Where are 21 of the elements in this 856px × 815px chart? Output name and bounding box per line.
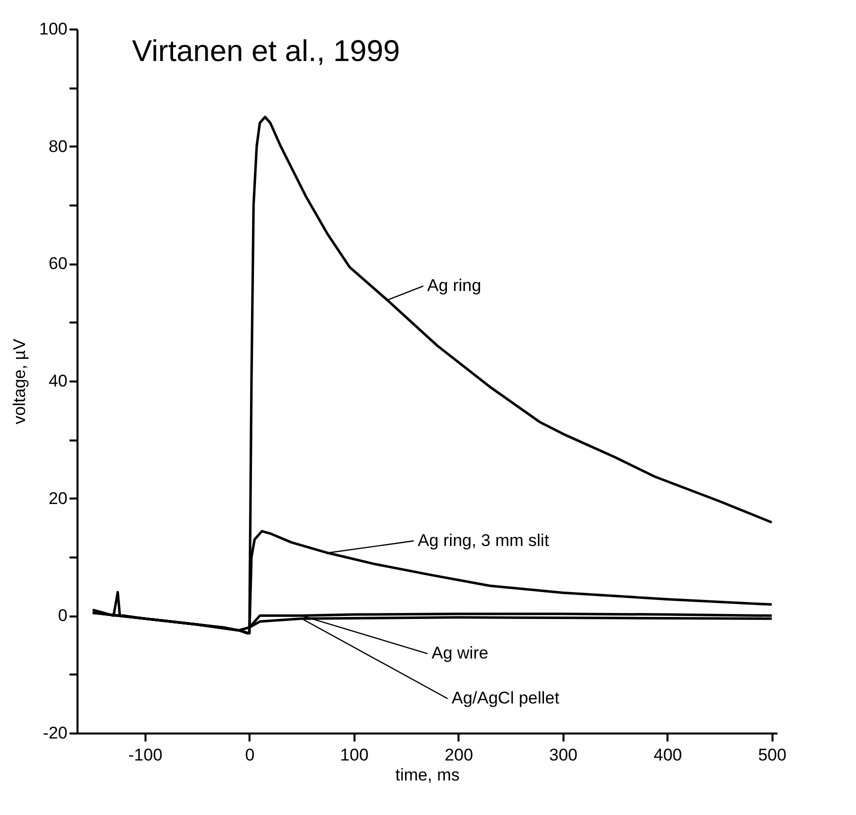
- x-tick-label: 200: [444, 746, 474, 764]
- y-tick-label: 100: [39, 20, 68, 38]
- y-tick-label: 60: [48, 254, 68, 274]
- x-tick-label: 0: [245, 746, 255, 764]
- x-axis-title: time, ms: [395, 766, 460, 784]
- series-label: Ag ring, 3 mm slit: [418, 530, 550, 550]
- series-label: Ag wire: [432, 644, 488, 663]
- y-tick-label: 40: [48, 372, 68, 390]
- y-tick-label: 0: [58, 606, 68, 626]
- y-tick-label: 20: [48, 488, 68, 508]
- y-axis-title: voltage, µV: [10, 338, 30, 424]
- chart-title: Virtanen et al., 1999: [132, 35, 400, 68]
- y-tick-label: -20: [42, 724, 68, 742]
- x-tick-label: -100: [128, 746, 162, 764]
- x-tick-label: 100: [340, 746, 369, 764]
- text: Ag/AgCl pellet: [452, 688, 560, 708]
- x-tick-label: 500: [758, 746, 786, 764]
- x-tick-label: 400: [654, 746, 682, 764]
- x-tick-label: 300: [549, 746, 578, 764]
- legend-label: Ag ring: [427, 276, 482, 296]
- y-tick-label: 80: [48, 136, 68, 156]
